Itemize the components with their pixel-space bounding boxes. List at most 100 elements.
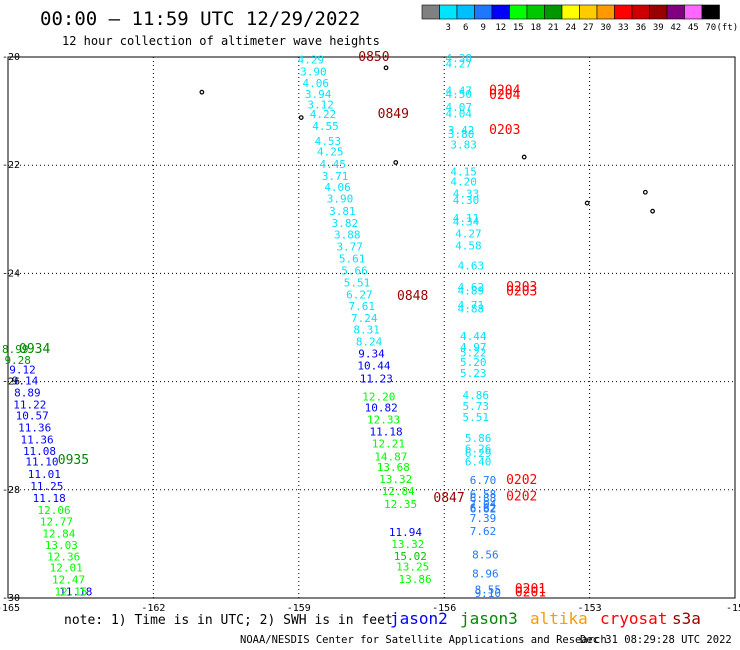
- legend-swatch-label: 9: [481, 23, 486, 33]
- legend-swatch: [544, 4, 563, 20]
- wave-height-label: 4.11: [453, 212, 480, 225]
- wave-height-label: 9.12: [9, 364, 36, 377]
- wave-height-label: 4.27: [445, 57, 472, 70]
- satellite-label: s3a: [672, 609, 701, 628]
- wave-height-label: 13.32: [391, 538, 424, 551]
- wave-height-label: 6.29: [465, 447, 492, 460]
- wave-height-label: 6.88: [470, 492, 497, 505]
- island-marker: [521, 154, 527, 160]
- wave-height-label: 7.04: [470, 498, 497, 511]
- legend-swatch: [439, 4, 458, 20]
- island-marker: [642, 189, 648, 195]
- legend-swatch-label: 33: [618, 23, 629, 33]
- legend-swatch: [456, 4, 475, 20]
- wave-height-label: 3.77: [336, 240, 363, 253]
- wave-height-label: 4.07: [445, 101, 472, 114]
- x-tick-label: -15: [726, 603, 740, 614]
- island-marker: [393, 160, 399, 165]
- pass-time-label: 0847: [433, 491, 464, 506]
- wave-height-label: 12.36: [47, 550, 80, 563]
- wave-height-label: 3.12: [307, 99, 334, 112]
- wave-height-label: 12.01: [50, 562, 83, 575]
- pass-time-label: 0934: [19, 342, 50, 357]
- wave-height-label: 11.22: [13, 398, 46, 411]
- legend-swatch: [474, 4, 493, 20]
- wave-height-label: 3.90: [327, 193, 354, 206]
- wave-height-label: 11.08: [23, 445, 56, 458]
- wave-height-label: 4.22: [310, 108, 337, 121]
- wave-height-label: 8.31: [353, 324, 380, 337]
- wave-height-label: 11.10: [25, 456, 58, 469]
- wave-height-label: 4.86: [462, 389, 489, 402]
- legend-swatch-label: 70: [705, 23, 716, 33]
- wave-height-label: 4.62: [458, 281, 485, 294]
- wave-height-label: 6.62: [470, 502, 497, 515]
- wave-height-label: 6.82: [470, 503, 497, 516]
- pass-time-label: 0203: [489, 123, 520, 138]
- x-tick-label: -165: [0, 603, 20, 614]
- wave-height-label: 5.51: [462, 411, 489, 424]
- wave-height-label: 4.89: [458, 285, 485, 298]
- wave-height-label: 8.24: [356, 336, 383, 349]
- wave-height-label: 3.94: [305, 88, 332, 101]
- wave-height-label: 4.44: [460, 330, 487, 343]
- wave-height-label: 11.01: [28, 468, 61, 481]
- pass-time-label: 0201: [515, 586, 546, 601]
- wave-height-label: 7.39: [470, 512, 497, 525]
- pass-time-label: 0935: [58, 453, 89, 468]
- note-text: note: 1) Time is in UTC; 2) SWH is in fe…: [64, 613, 393, 628]
- wave-height-label: 3.88: [334, 228, 361, 241]
- wave-height-label: 4.97: [460, 341, 487, 354]
- legend-swatch: [526, 4, 545, 20]
- wave-height-label: 4.27: [455, 227, 482, 240]
- islands: [199, 65, 656, 214]
- island-marker: [298, 115, 304, 120]
- wave-height-label: 4.15: [450, 166, 477, 179]
- wave-height-label: 4.38: [445, 52, 472, 65]
- color-legend: 3 6 9 12 15 18 21 24 27 30 33 36 39 42 45 70 (ft): [421, 4, 739, 33]
- legend-swatch-label: 24: [565, 23, 576, 33]
- wave-height-label: 5.73: [462, 400, 489, 413]
- wave-height-label: 3.90: [300, 66, 327, 79]
- wave-height-label: 12.84: [42, 528, 75, 541]
- wave-height-label: 4.50: [445, 88, 472, 101]
- footer-credit: NOAA/NESDIS Center for Satellite Applica…: [240, 634, 607, 646]
- pass-time-label: 0850: [358, 50, 389, 65]
- legend-swatch: [666, 4, 685, 20]
- wave-height-label: 8.89: [14, 386, 41, 399]
- wave-height-label: 3.83: [450, 139, 477, 152]
- legend-swatch: [491, 4, 510, 20]
- legend-swatch: [596, 4, 615, 20]
- legend-swatch: [614, 4, 633, 20]
- island-marker: [584, 200, 590, 206]
- wave-height-label: 6.27: [346, 288, 373, 301]
- wave-height-label: 11.18: [369, 425, 402, 438]
- wave-height-label: 4.55: [312, 120, 339, 133]
- y-tick-label: -22: [2, 160, 20, 171]
- legend-swatch-label: 27: [583, 23, 594, 33]
- legend-unit: (ft): [717, 23, 739, 33]
- satellite-legend: jason2 jason3 altika cryosat s3a: [390, 609, 701, 628]
- y-tick-label: -24: [2, 268, 20, 279]
- island-marker: [650, 208, 656, 214]
- wave-height-label: 3.71: [322, 170, 349, 183]
- wave-height-label: 4.06: [303, 77, 330, 90]
- wave-height-label: 11.18: [59, 586, 92, 599]
- legend-swatch-label: 3: [446, 23, 451, 33]
- x-tick-label: -153: [578, 603, 602, 614]
- wave-height-label: 8.55: [475, 583, 502, 596]
- wave-height-label: 13.03: [45, 539, 78, 552]
- wave-height-label: 6.70: [470, 474, 497, 487]
- legend-swatch: [701, 4, 720, 20]
- wave-height-label: 11.25: [30, 480, 63, 493]
- island-marker: [383, 65, 389, 71]
- wave-height-label: 4.25: [317, 146, 344, 159]
- wave-height-label: 5.66: [341, 265, 368, 278]
- y-tick-label: -30: [2, 593, 20, 604]
- wave-height-label: 11.36: [18, 422, 51, 435]
- pass-time-label: 0204: [489, 84, 520, 99]
- wave-height-label: 5.20: [460, 356, 487, 369]
- wave-height-label: 3.82: [332, 217, 359, 230]
- wave-height-label: 12.35: [384, 498, 417, 511]
- wave-height-labels: 4.293.904.063.943.124.224.554.534.254.45…: [2, 52, 501, 600]
